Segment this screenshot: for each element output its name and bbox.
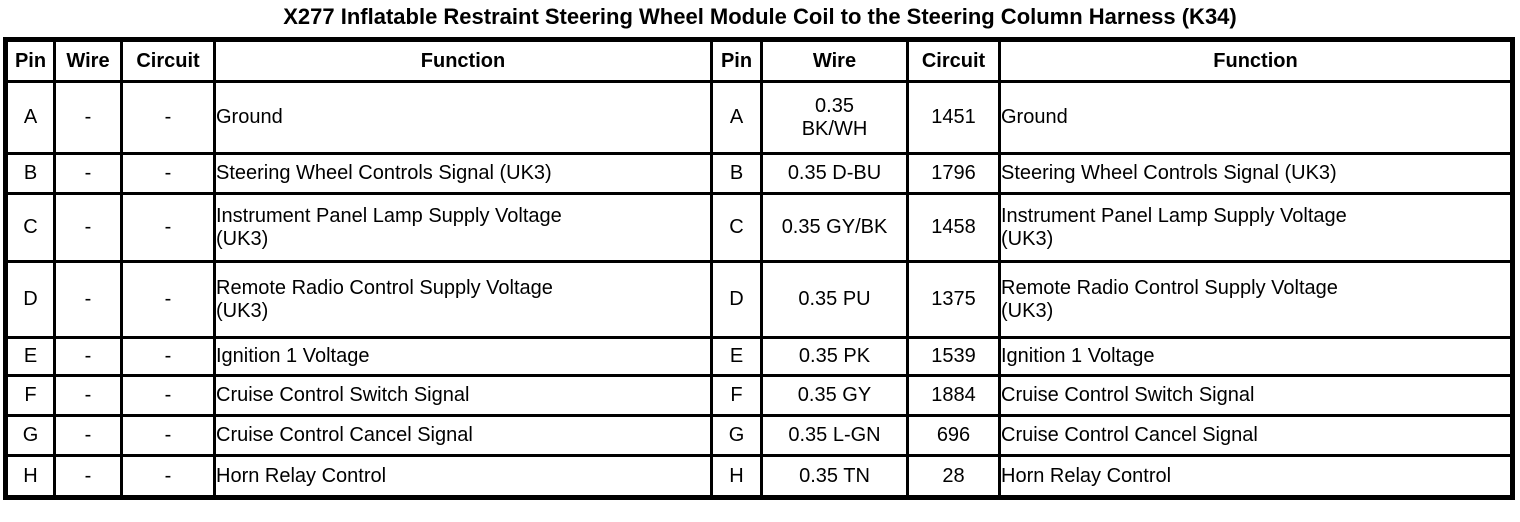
table-row: H - - Horn Relay Control H 0.35 TN 28 Ho…: [4, 454, 1514, 499]
circuit-cell: 1375: [906, 260, 1001, 339]
pin-cell: D: [4, 260, 56, 339]
wire-cell: -: [53, 152, 123, 195]
table-row: G - - Cruise Control Cancel Signal G 0.3…: [4, 414, 1514, 457]
circuit-cell: -: [120, 192, 216, 263]
wire-cell: -: [53, 454, 123, 499]
circuit-cell: -: [120, 260, 216, 339]
col-header-pin-right: Pin: [710, 38, 763, 83]
wire-cell: 0.35 TN: [760, 454, 909, 499]
wire-cell: 0.35 D-BU: [760, 152, 909, 195]
pin-cell: E: [710, 336, 763, 377]
col-header-circuit-left: Circuit: [120, 38, 216, 83]
wire-cell: -: [53, 80, 123, 155]
function-cell: Cruise Control Cancel Signal: [213, 414, 713, 457]
circuit-cell: 696: [906, 414, 1001, 457]
table-row: C - - Instrument Panel Lamp Supply Volta…: [4, 192, 1514, 263]
circuit-cell: 1451: [906, 80, 1001, 155]
function-cell: Horn Relay Control: [213, 454, 713, 499]
wire-cell: -: [53, 192, 123, 263]
pin-cell: D: [710, 260, 763, 339]
function-cell: Ignition 1 Voltage: [998, 336, 1514, 377]
wire-cell: 0.35 BK/WH: [760, 80, 909, 155]
circuit-cell: 1796: [906, 152, 1001, 195]
col-header-wire-left: Wire: [53, 38, 123, 83]
circuit-cell: -: [120, 152, 216, 195]
function-cell: Cruise Control Switch Signal: [213, 374, 713, 417]
table-row: D - - Remote Radio Control Supply Voltag…: [4, 260, 1514, 339]
function-cell: Horn Relay Control: [998, 454, 1514, 499]
wire-cell: -: [53, 374, 123, 417]
wire-cell: 0.35 PU: [760, 260, 909, 339]
function-cell: Ground: [213, 80, 713, 155]
pin-cell: F: [710, 374, 763, 417]
pin-cell: B: [4, 152, 56, 195]
pin-cell: A: [4, 80, 56, 155]
circuit-cell: -: [120, 414, 216, 457]
table-row: A - - Ground A 0.35 BK/WH 1451 Ground: [4, 80, 1514, 155]
function-cell: Ground: [998, 80, 1514, 155]
pin-cell: G: [4, 414, 56, 457]
wire-cell: -: [53, 414, 123, 457]
table-row: B - - Steering Wheel Controls Signal (UK…: [4, 152, 1514, 195]
function-cell: Remote Radio Control Supply Voltage (UK3…: [998, 260, 1514, 339]
pin-cell: H: [710, 454, 763, 499]
function-cell: Cruise Control Switch Signal: [998, 374, 1514, 417]
table-row: F - - Cruise Control Switch Signal F 0.3…: [4, 374, 1514, 417]
function-cell: Instrument Panel Lamp Supply Voltage (UK…: [998, 192, 1514, 263]
header-row: Pin Wire Circuit Function Pin Wire Circu…: [4, 38, 1514, 83]
wire-cell: 0.35 GY/BK: [760, 192, 909, 263]
col-header-wire-right: Wire: [760, 38, 909, 83]
pin-cell: C: [710, 192, 763, 263]
pin-cell: G: [710, 414, 763, 457]
circuit-cell: 28: [906, 454, 1001, 499]
function-cell: Cruise Control Cancel Signal: [998, 414, 1514, 457]
circuit-cell: -: [120, 80, 216, 155]
wire-cell: 0.35 GY: [760, 374, 909, 417]
pin-cell: E: [4, 336, 56, 377]
function-cell: Remote Radio Control Supply Voltage (UK3…: [213, 260, 713, 339]
col-header-circuit-right: Circuit: [906, 38, 1001, 83]
circuit-cell: -: [120, 374, 216, 417]
circuit-cell: -: [120, 336, 216, 377]
function-cell: Ignition 1 Voltage: [213, 336, 713, 377]
wire-cell: 0.35 PK: [760, 336, 909, 377]
col-header-function-right: Function: [998, 38, 1514, 83]
pin-cell: F: [4, 374, 56, 417]
pin-cell: B: [710, 152, 763, 195]
table-row: E - - Ignition 1 Voltage E 0.35 PK 1539 …: [4, 336, 1514, 377]
pin-cell: C: [4, 192, 56, 263]
table-title: X277 Inflatable Restraint Steering Wheel…: [283, 4, 1237, 29]
circuit-cell: 1458: [906, 192, 1001, 263]
wire-cell: 0.35 L-GN: [760, 414, 909, 457]
col-header-pin-left: Pin: [4, 38, 56, 83]
pin-cell: H: [4, 454, 56, 499]
circuit-cell: 1884: [906, 374, 1001, 417]
circuit-cell: -: [120, 454, 216, 499]
pin-cell: A: [710, 80, 763, 155]
function-cell: Steering Wheel Controls Signal (UK3): [998, 152, 1514, 195]
wire-cell: -: [53, 260, 123, 339]
col-header-function-left: Function: [213, 38, 713, 83]
function-cell: Instrument Panel Lamp Supply Voltage (UK…: [213, 192, 713, 263]
connector-pinout-table: Pin Wire Circuit Function Pin Wire Circu…: [3, 37, 1515, 500]
wire-cell: -: [53, 336, 123, 377]
circuit-cell: 1539: [906, 336, 1001, 377]
function-cell: Steering Wheel Controls Signal (UK3): [213, 152, 713, 195]
